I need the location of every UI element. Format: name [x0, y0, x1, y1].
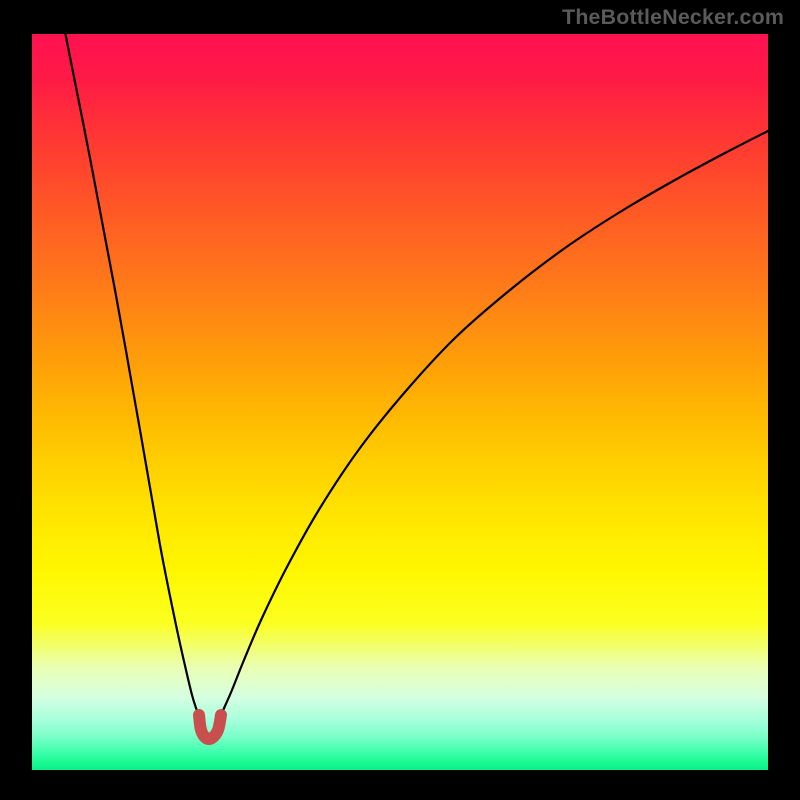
plot-gradient-fill — [32, 34, 768, 770]
watermark-text: TheBottleNecker.com — [562, 5, 784, 30]
chart-stage: TheBottleNecker.com — [0, 0, 800, 800]
